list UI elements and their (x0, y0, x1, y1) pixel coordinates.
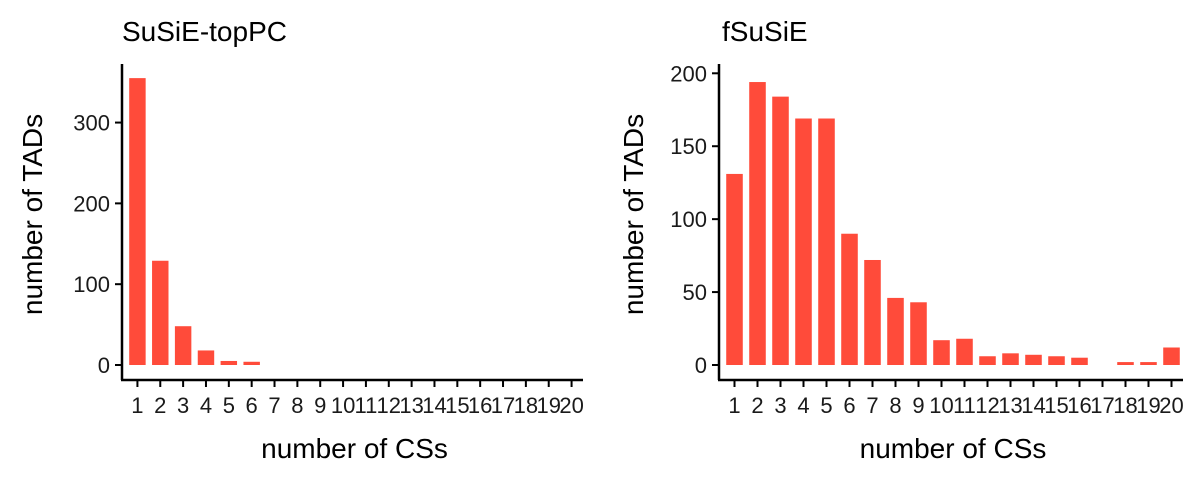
x-tick-label: 16 (1067, 393, 1091, 418)
bar-1 (129, 78, 146, 366)
y-tick-label: 100 (73, 272, 110, 297)
x-tick-label: 5 (820, 393, 832, 418)
x-tick-label: 19 (536, 393, 560, 418)
panel-title: SuSiE-topPC (122, 16, 287, 47)
x-tick-label: 6 (246, 393, 258, 418)
x-tick-label: 7 (268, 393, 280, 418)
bar-16 (1071, 357, 1088, 365)
bar-5 (818, 118, 835, 365)
bar-10 (933, 340, 950, 365)
bar-19 (1140, 362, 1157, 365)
bar-9 (910, 302, 927, 365)
x-tick-label: 11 (355, 393, 378, 418)
x-tick-label: 9 (314, 393, 326, 418)
bar-7 (864, 259, 881, 365)
y-tick-label: 200 (670, 61, 707, 86)
x-tick-label: 10 (331, 393, 355, 418)
bar-3 (772, 96, 789, 365)
x-tick-label: 17 (1090, 393, 1114, 418)
x-tick-label: 7 (866, 393, 878, 418)
x-tick-label: 3 (177, 393, 189, 418)
x-tick-label: 8 (291, 393, 303, 418)
y-tick-label: 100 (670, 207, 707, 232)
y-axis-label: number of TADs (618, 114, 649, 315)
x-tick-label: 20 (559, 393, 583, 418)
x-tick-label: 11 (953, 393, 976, 418)
x-axis-label: number of CSs (261, 433, 448, 464)
x-tick-label: 10 (929, 393, 953, 418)
x-axis-label: number of CSs (860, 433, 1047, 464)
x-tick-label: 16 (468, 393, 492, 418)
y-axis-label: number of TADs (17, 114, 48, 315)
bar-20 (1163, 347, 1180, 365)
bar-8 (887, 297, 904, 365)
x-tick-label: 6 (843, 393, 855, 418)
x-tick-label: 14 (422, 393, 446, 418)
bar-13 (1002, 353, 1019, 365)
x-tick-label: 2 (751, 393, 763, 418)
x-tick-label: 20 (1159, 393, 1183, 418)
x-tick-label: 14 (1021, 393, 1045, 418)
bar-4 (197, 350, 215, 365)
x-tick-label: 12 (377, 393, 401, 418)
x-tick-label: 4 (797, 393, 809, 418)
bar-2 (152, 260, 169, 365)
bar-18 (1117, 362, 1134, 365)
bar-6 (243, 361, 260, 365)
y-tick-label: 0 (695, 353, 707, 378)
x-tick-label: 3 (774, 393, 786, 418)
bar-14 (1025, 354, 1042, 365)
bar-4 (795, 118, 812, 365)
x-tick-label: 8 (889, 393, 901, 418)
bar-12 (979, 356, 996, 365)
x-tick-label: 15 (445, 393, 469, 418)
bar-3 (174, 326, 192, 365)
bar-15 (1048, 356, 1065, 365)
x-tick-label: 1 (728, 393, 740, 418)
bar-6 (841, 233, 858, 365)
x-tick-label: 5 (223, 393, 235, 418)
y-tick-label: 0 (98, 353, 110, 378)
x-tick-label: 4 (200, 393, 212, 418)
y-tick-label: 200 (73, 191, 110, 216)
x-tick-label: 19 (1136, 393, 1160, 418)
x-tick-label: 15 (1044, 393, 1068, 418)
panel-title: fSuSiE (722, 16, 808, 47)
x-tick-label: 13 (998, 393, 1022, 418)
y-tick-label: 300 (73, 111, 110, 136)
x-tick-label: 13 (399, 393, 423, 418)
bar-2 (749, 82, 766, 365)
x-tick-label: 2 (154, 393, 166, 418)
bar-1 (726, 173, 743, 365)
bar-11 (956, 338, 973, 365)
x-tick-label: 17 (491, 393, 515, 418)
x-tick-label: 12 (975, 393, 999, 418)
bar-5 (220, 360, 238, 365)
x-tick-label: 18 (1113, 393, 1137, 418)
y-tick-label: 150 (670, 134, 707, 159)
x-tick-label: 9 (912, 393, 924, 418)
y-tick-label: 50 (683, 280, 707, 305)
x-tick-label: 1 (131, 393, 143, 418)
x-tick-label: 18 (514, 393, 538, 418)
